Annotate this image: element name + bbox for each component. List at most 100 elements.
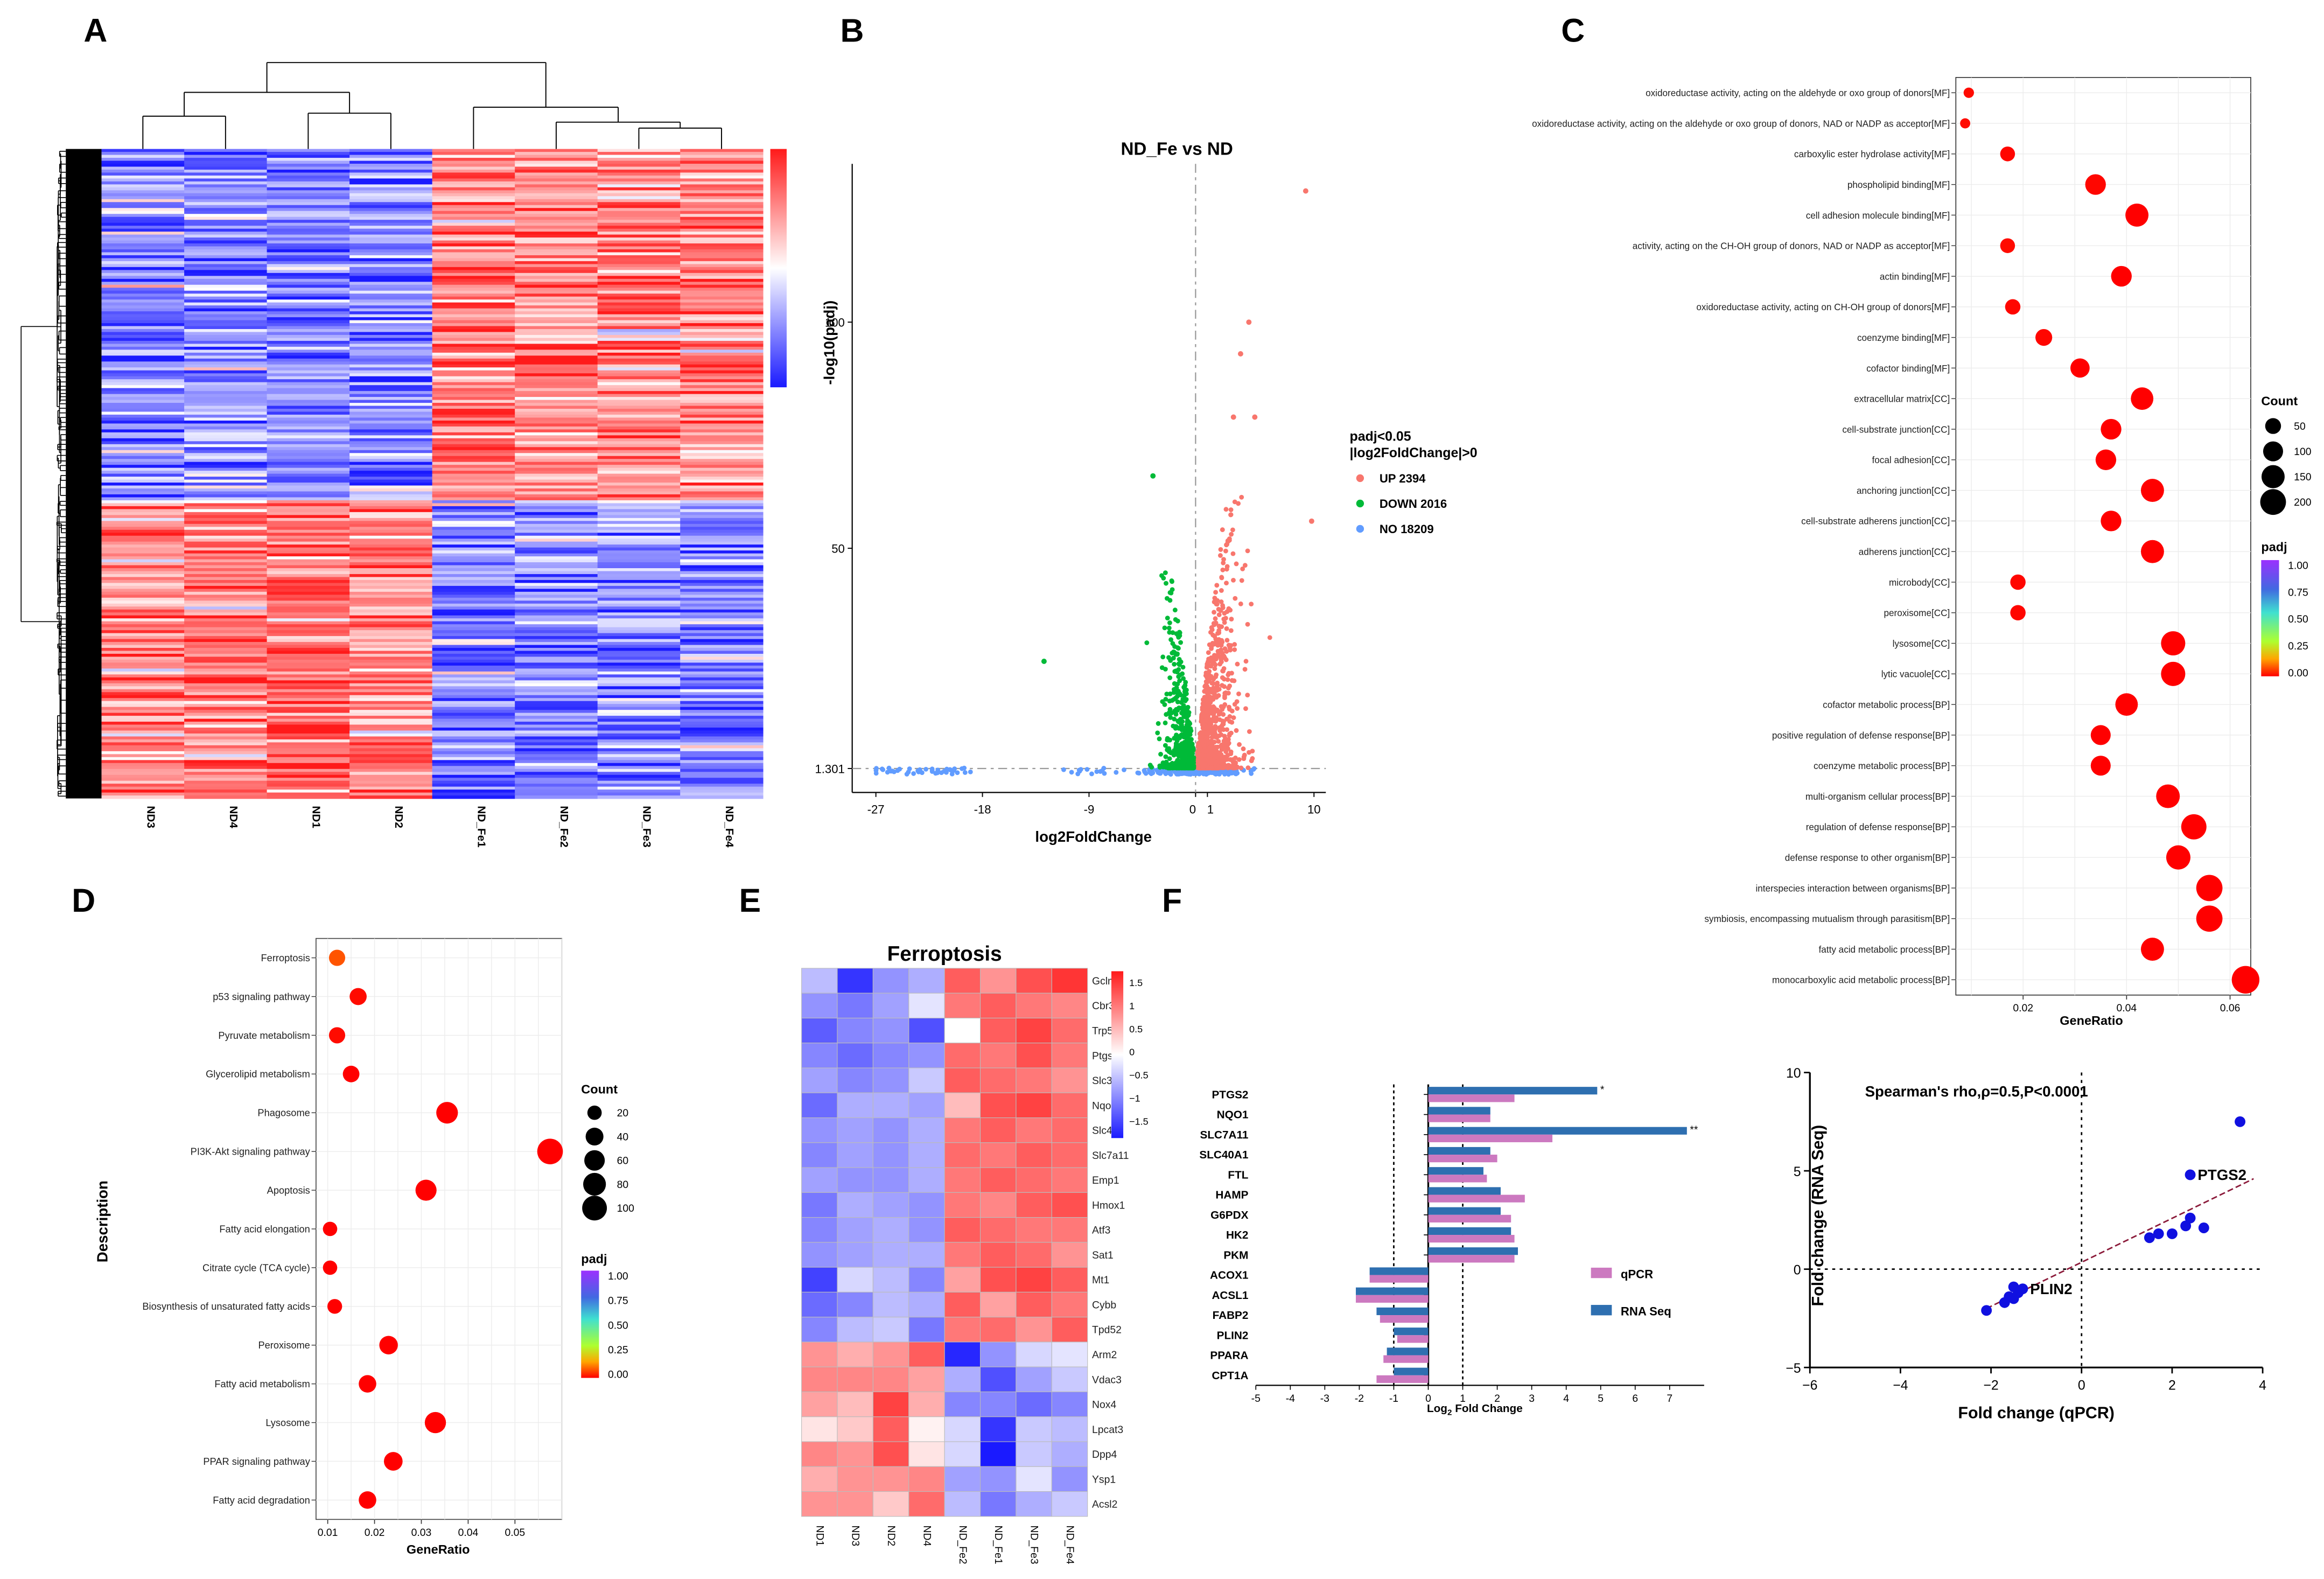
b-point-up: [1250, 756, 1255, 761]
e-heat-cell: [837, 968, 873, 994]
a-heat-cell: [349, 790, 433, 793]
c-padj-label: 0.00: [2288, 667, 2308, 679]
b-point-up: [1242, 752, 1247, 758]
a-heat-cell: [349, 288, 433, 291]
a-heat-cell: [432, 462, 515, 465]
e-row-labels: GclmCbr3Trp53Ptgs2Slc3aNqo1Slc48Slc7a11E…: [1092, 975, 1129, 1511]
d-count-legend-title: Count: [581, 1082, 618, 1096]
a-heat-cell: [267, 609, 350, 613]
a-heat-cell: [349, 317, 433, 321]
a-heat-cell: [349, 636, 433, 640]
a-heat-cell: [680, 571, 764, 575]
a-heat-cell: [432, 237, 515, 241]
a-heat-cell: [184, 612, 268, 616]
a-heat-cell: [597, 603, 681, 607]
b-point-up: [1220, 605, 1226, 610]
a-heat-cell: [432, 763, 515, 767]
a-heat-cell: [267, 426, 350, 430]
b-point-down: [1174, 760, 1179, 766]
b-point-down: [1165, 616, 1170, 621]
a-heat-cell: [680, 169, 764, 173]
a-heat-cell: [349, 164, 433, 167]
a-heat-cell: [432, 308, 515, 312]
a-heat-cell: [101, 444, 185, 448]
c-x-tick-label: 0.04: [2117, 1002, 2137, 1014]
a-heat-cell: [267, 429, 350, 433]
d-padj-label: 0.50: [608, 1319, 628, 1331]
e-heat-cell: [908, 1217, 945, 1243]
e-heat-cell: [1051, 1117, 1088, 1143]
a-heat-cell: [597, 577, 681, 581]
a-heat-cell: [515, 527, 598, 530]
f-bar-qpcr: [1380, 1315, 1429, 1323]
a-heat-cell: [597, 190, 681, 194]
a-heat-cell: [597, 344, 681, 347]
a-heat-cell: [680, 282, 764, 285]
b-point-up: [1211, 676, 1216, 682]
e-heat-cell: [1051, 1142, 1088, 1168]
b-point-down: [1170, 587, 1175, 592]
b-point-up: [1224, 727, 1230, 732]
a-heat-cell: [680, 175, 764, 179]
a-heat-cell: [432, 668, 515, 672]
g-point-label: PTGS2: [2197, 1166, 2246, 1183]
a-heat-cell: [597, 624, 681, 628]
b-point-up: [1243, 706, 1248, 711]
a-heat-cell: [267, 683, 350, 687]
f-category-label: HK2: [1226, 1229, 1248, 1241]
a-heat-cell: [267, 591, 350, 596]
b-point-up: [1211, 657, 1216, 662]
a-heat-cell: [432, 361, 515, 365]
a-heat-cell: [597, 240, 681, 244]
a-heat-cell: [515, 181, 598, 185]
a-heat-cell: [680, 792, 764, 796]
a-heat-cell: [432, 208, 515, 212]
a-heat-cell: [267, 432, 350, 436]
b-point-down: [1182, 747, 1187, 752]
a-heat-cell: [515, 323, 598, 327]
a-heat-cell: [349, 639, 433, 642]
b-point-up: [1224, 609, 1230, 614]
a-heat-cell: [267, 488, 350, 492]
a-heat-cell: [184, 199, 268, 203]
a-heat-cell: [680, 500, 764, 504]
a-heat-cell: [515, 278, 598, 283]
e-heat-cell: [1016, 1342, 1052, 1367]
a-heat-cell: [515, 450, 598, 454]
b-point-up: [1231, 715, 1236, 721]
a-heat-cell: [680, 515, 764, 519]
a-heat-cell: [349, 326, 433, 330]
b-point-up: [1213, 745, 1218, 750]
a-heat-cell: [267, 547, 350, 551]
a-heat-cell: [267, 544, 350, 548]
a-heat-cell: [184, 465, 268, 469]
a-heat-cell: [597, 352, 681, 357]
a-heat-cell: [432, 618, 515, 622]
a-heat-cell: [597, 483, 681, 486]
d-gridlines: [316, 938, 562, 1520]
a-heat-cell: [267, 730, 350, 734]
a-heat-cell: [432, 515, 515, 519]
b-point-up: [1222, 758, 1227, 763]
a-heat-cell: [349, 494, 433, 498]
c-category-label: cofactor binding[MF]: [1866, 363, 1950, 374]
e-heat-cell: [908, 1142, 945, 1168]
a-heat-cell: [597, 790, 681, 793]
a-heat-cell: [184, 267, 268, 271]
e-heat-cell: [1051, 1466, 1088, 1492]
a-heat-cell: [267, 450, 350, 454]
a-heat-cell: [515, 621, 598, 625]
a-heat-cell: [680, 290, 764, 295]
b-point-up: [1242, 667, 1248, 672]
a-heat-cell: [101, 158, 185, 162]
a-heat-cell: [432, 403, 515, 407]
a-heat-cell: [680, 579, 764, 584]
a-heat-cell: [597, 264, 681, 268]
a-heat-cell: [349, 768, 433, 773]
a-heat-cell: [432, 491, 515, 495]
b-point-no: [1114, 770, 1119, 775]
a-heat-cell: [184, 288, 268, 291]
a-heat-cell: [101, 152, 185, 156]
b-title: ND_Fe vs ND: [1121, 139, 1233, 159]
a-heat-cell: [101, 205, 185, 209]
